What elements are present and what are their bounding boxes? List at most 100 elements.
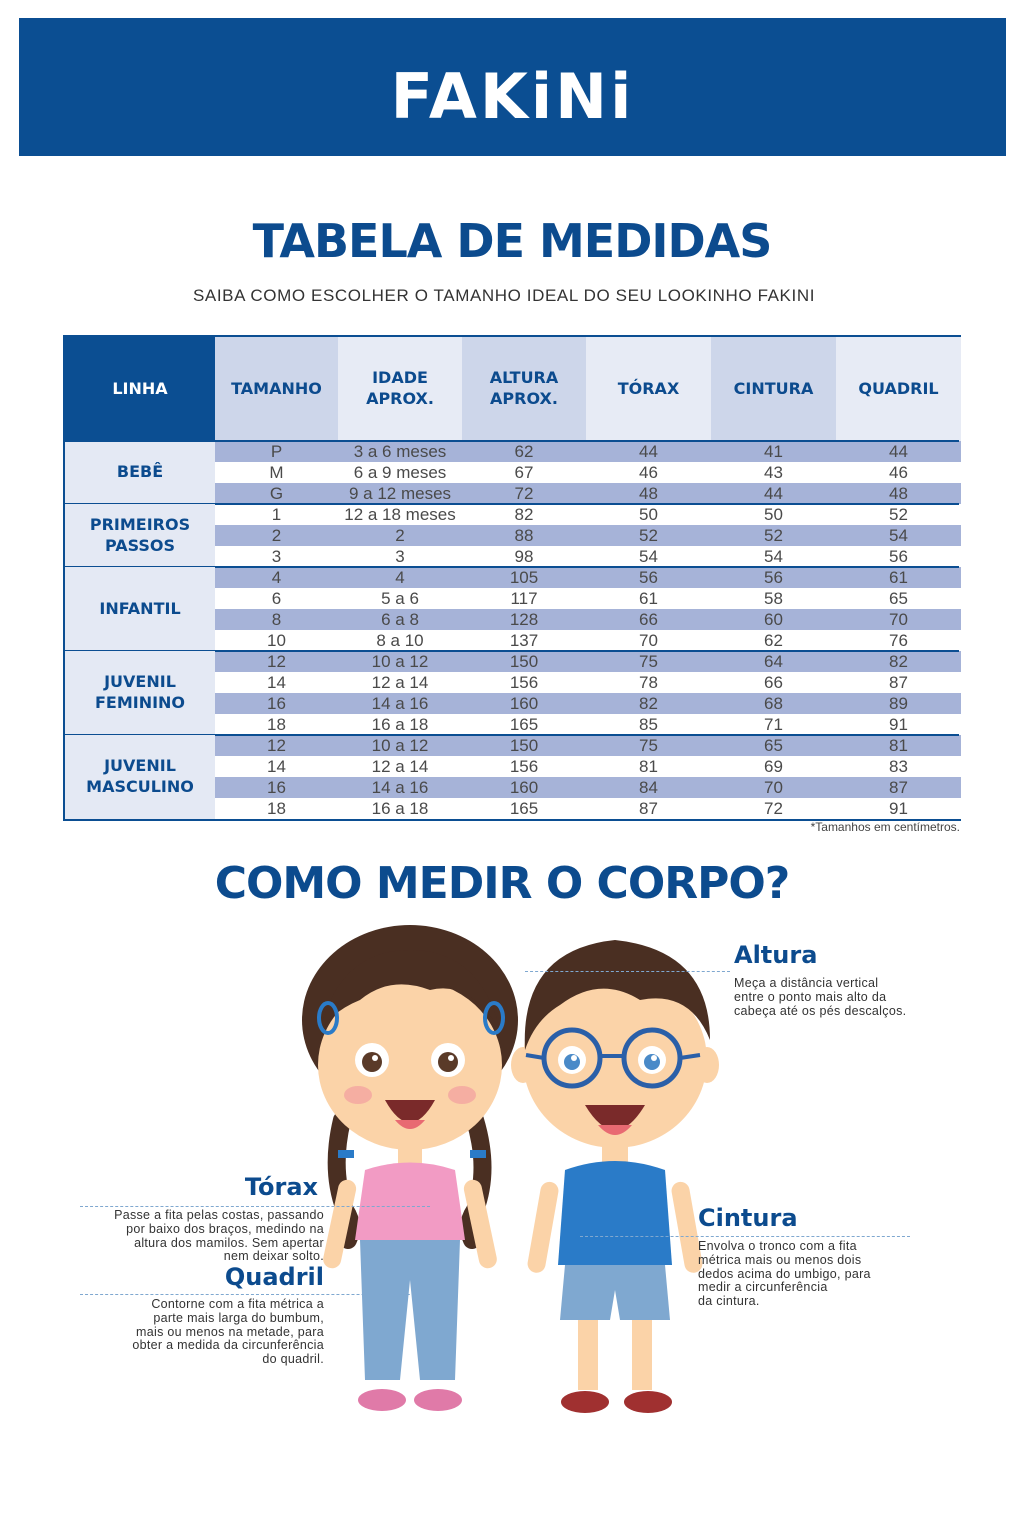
table-cell: 12	[267, 652, 286, 671]
table-cell: 70	[889, 610, 908, 629]
table-cell: 89	[889, 694, 908, 713]
cintura-text: Envolva o tronco com a fita métrica mais…	[698, 1239, 871, 1308]
table-cell: 66	[639, 610, 658, 629]
quadril-guide-line	[80, 1294, 450, 1295]
table-cell: 54	[639, 547, 658, 566]
table-cell: 65	[764, 736, 783, 755]
table-cell: 75	[639, 652, 658, 671]
table-row: 3 3 98 54 54 56	[215, 546, 961, 567]
page-title: TABELA DE MEDIDAS	[252, 214, 773, 268]
table-cell: 54	[889, 526, 908, 545]
table-cell: 87	[639, 799, 658, 818]
table-cell: 44	[639, 442, 658, 461]
table-cell: 16 a 18	[371, 715, 429, 734]
table-cell: 128	[509, 610, 539, 629]
table-cell: 82	[514, 505, 534, 524]
table-cell: 62	[514, 442, 534, 461]
table-cell: 14	[267, 673, 286, 692]
table-row: 8 6 a 8 128 66 60 70	[215, 609, 961, 630]
header-altura: ALTURA APROX.	[462, 337, 586, 441]
table-row: 16 14 a 16 160 82 68 89	[215, 693, 961, 714]
table-cell: 87	[889, 778, 908, 797]
table-cell: 46	[889, 463, 908, 482]
torax-guide-line	[80, 1206, 430, 1207]
table-row: 16 14 a 16 160 84 70 87	[215, 777, 961, 798]
table-cell: 81	[639, 757, 658, 776]
table-row: P 3 a 6 meses 62 44 41 44	[215, 441, 961, 462]
header-linha: LINHA	[65, 337, 215, 441]
table-cell: 91	[889, 799, 908, 818]
table-cell: 52	[764, 526, 783, 545]
group-label: BEBÊ	[65, 441, 215, 504]
table-cell: 156	[509, 757, 539, 776]
table-cell: 69	[764, 757, 783, 776]
table-cell: 85	[639, 715, 658, 734]
header-idade: IDADE APROX.	[338, 337, 462, 441]
table-cell: P	[270, 442, 283, 461]
table-cell: 150	[509, 736, 539, 755]
table-cell: 9 a 12 meses	[348, 484, 452, 503]
table-cell: 44	[764, 484, 783, 503]
group-divider	[65, 734, 959, 736]
table-cell: 56	[764, 568, 783, 587]
table-cell: 76	[889, 631, 908, 650]
table-row: 12 10 a 12 150 75 65 81	[215, 735, 961, 756]
table-row: 18 16 a 18 165 85 71 91	[215, 714, 961, 735]
table-cell: 52	[639, 526, 658, 545]
table-cell: 12 a 14	[371, 673, 429, 692]
group-label: PRIMEIROS PASSOS	[65, 504, 215, 567]
table-cell: 58	[764, 589, 783, 608]
table-row: 14 12 a 14 156 78 66 87	[215, 672, 961, 693]
group-label: JUVENIL FEMININO	[65, 651, 215, 735]
table-cell: 12 a 18 meses	[344, 505, 456, 524]
brand-logo: FAKiNi	[390, 60, 635, 133]
table-cell: 41	[764, 442, 783, 461]
table-cell: 66	[764, 673, 783, 692]
table-cell: 3	[395, 547, 405, 566]
size-table: LINHA TAMANHO IDADE APROX. ALTURA APROX.…	[63, 335, 961, 821]
table-cell: 44	[889, 442, 908, 461]
table-cell: 16	[267, 694, 286, 713]
table-cell: 68	[764, 694, 783, 713]
table-cell: 82	[639, 694, 658, 713]
table-footnote: *Tamanhos em centímetros.	[810, 820, 960, 834]
table-cell: 105	[509, 568, 539, 587]
header-cintura: CINTURA	[711, 337, 836, 441]
table-cell: 56	[639, 568, 658, 587]
table-cell: 64	[764, 652, 783, 671]
group-label: JUVENIL MASCULINO	[65, 735, 215, 819]
torax-title: Tórax	[244, 1173, 318, 1201]
table-cell: 4	[395, 568, 405, 587]
table-cell: 82	[889, 652, 908, 671]
cintura-title: Cintura	[698, 1204, 798, 1232]
table-cell: 165	[509, 715, 539, 734]
table-cell: 12 a 14	[371, 757, 429, 776]
quadril-text: Contorne com a fita métrica a parte mais…	[132, 1297, 324, 1366]
table-cell: 60	[764, 610, 783, 629]
table-cell: 8 a 10	[376, 631, 424, 650]
table-cell: 48	[639, 484, 658, 503]
table-row: 6 5 a 6 117 61 58 65	[215, 588, 961, 609]
table-cell: 72	[764, 799, 783, 818]
group-label: INFANTIL	[65, 567, 215, 651]
girl-figure	[302, 925, 518, 1411]
table-cell: 43	[764, 463, 783, 482]
table-cell: 65	[889, 589, 908, 608]
table-cell: 50	[764, 505, 783, 524]
table-cell: 70	[764, 778, 783, 797]
table-cell: 62	[764, 631, 783, 650]
table-cell: 165	[509, 799, 539, 818]
table-cell: 150	[509, 652, 539, 671]
table-cell: 12	[267, 736, 286, 755]
header-divider	[65, 440, 959, 442]
table-cell: 18	[267, 799, 286, 818]
table-cell: 6 a 8	[381, 610, 419, 629]
table-cell: 2	[395, 526, 405, 545]
table-row: M 6 a 9 meses 67 46 43 46	[215, 462, 961, 483]
children-illustration	[302, 925, 719, 1413]
table-cell: 8	[271, 610, 282, 629]
table-cell: 10 a 12	[371, 652, 429, 671]
table-header: LINHA TAMANHO IDADE APROX. ALTURA APROX.…	[65, 337, 961, 441]
quadril-title: Quadril	[224, 1263, 324, 1291]
